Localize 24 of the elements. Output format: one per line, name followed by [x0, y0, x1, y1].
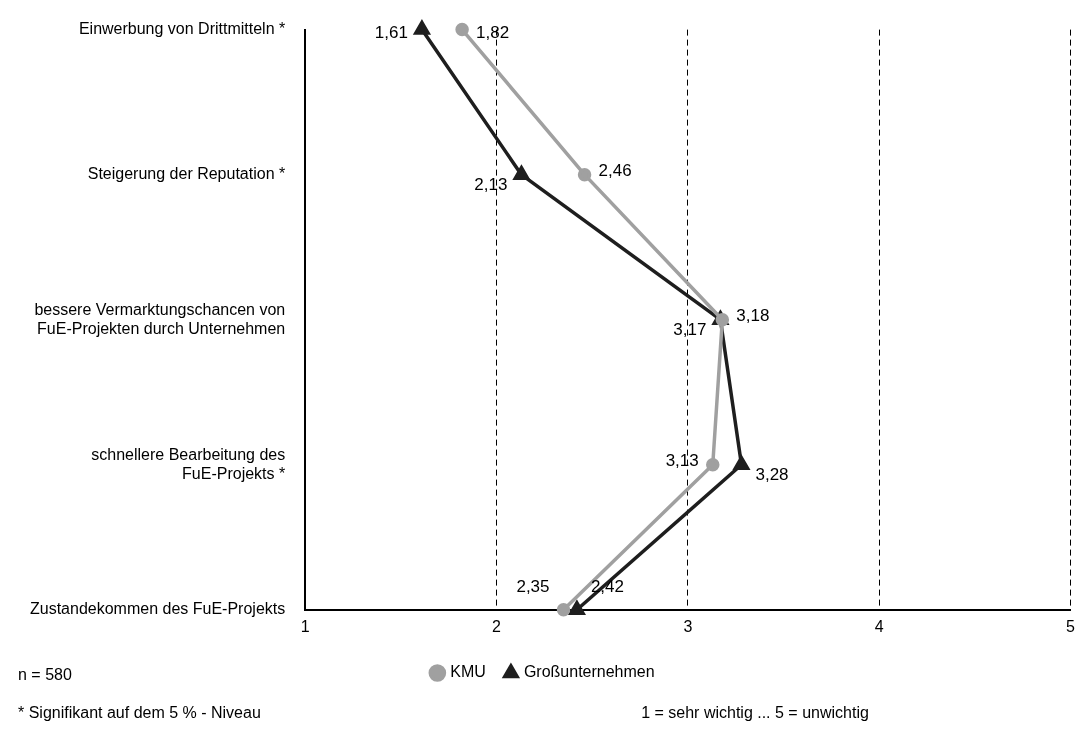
x-tick-label: 4 [874, 617, 884, 635]
x-tick-label: 1 [300, 617, 310, 635]
y-tick-label: schnellere Bearbeitung des FuE-Projekts * [91, 445, 286, 482]
data-label: 1,82 [476, 23, 510, 43]
data-label: 1,61 [374, 23, 408, 43]
data-label: 3,18 [736, 305, 770, 325]
x-tick-label: 5 [1066, 617, 1076, 635]
data-label: 3,13 [665, 450, 699, 470]
data-label: 3,28 [755, 465, 789, 485]
x-tick-label: 2 [492, 617, 502, 635]
data-label: 2,46 [598, 160, 632, 180]
text: 1 = sehr wichtig ... 5 = unwichtig [641, 704, 869, 722]
data-label: 2,35 [516, 577, 550, 597]
data-label: 3,17 [673, 320, 707, 340]
legend-label: Großunternehmen [523, 663, 655, 681]
y-tick-label: Einwerbung von Drittmitteln * [78, 20, 286, 38]
y-tick-label: bessere Vermarktungschancen von FuE-Projekten durch Unternehmen [34, 300, 286, 337]
legend-label: KMU [450, 663, 486, 681]
y-tick-label: Zustandekommen des FuE-Projekts [30, 600, 286, 618]
data-label: 2,13 [474, 175, 508, 195]
y-tick-label: Steigerung der Reputation * [87, 165, 286, 183]
x-tick-label: 3 [683, 617, 693, 635]
text: * Signifikant auf dem 5 % - Niveau [18, 704, 261, 722]
text: n = 580 [18, 666, 72, 684]
